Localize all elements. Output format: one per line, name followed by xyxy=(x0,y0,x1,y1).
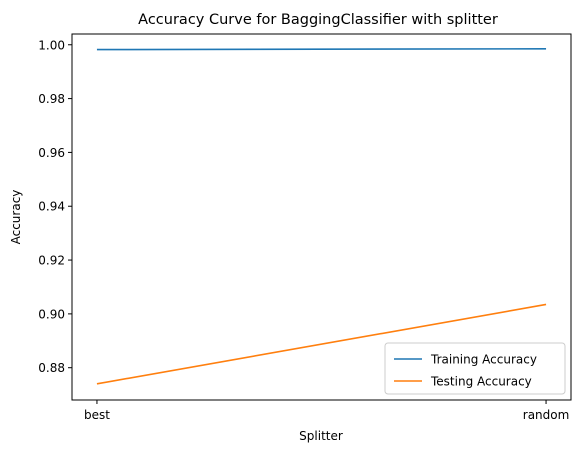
y-tick-label: 0.92 xyxy=(38,254,65,268)
y-axis-ticks: 0.88 0.90 0.92 0.94 0.96 0.98 1.00 xyxy=(38,38,72,375)
plot-area xyxy=(72,34,571,400)
y-tick-label: 0.94 xyxy=(38,200,65,214)
series-line-testing-accuracy xyxy=(96,303,547,385)
legend-label-training: Training Accuracy xyxy=(430,353,537,367)
x-axis-ticks: best random xyxy=(84,400,569,422)
chart-title: Accuracy Curve for BaggingClassifier wit… xyxy=(138,12,498,28)
legend: Training Accuracy Testing Accuracy xyxy=(384,342,566,395)
y-tick-label: 0.90 xyxy=(38,307,65,321)
series-line-training-accuracy xyxy=(96,48,547,51)
x-tick-label: random xyxy=(523,408,570,422)
y-tick-label: 1.00 xyxy=(38,38,65,52)
y-tick-label: 0.98 xyxy=(38,92,65,106)
series-lines xyxy=(96,48,547,385)
x-axis-label: Splitter xyxy=(299,429,343,443)
plot-frame xyxy=(71,33,572,401)
y-tick-label: 0.88 xyxy=(38,361,65,375)
legend-label-testing: Testing Accuracy xyxy=(430,375,532,389)
y-axis-label: Accuracy xyxy=(9,190,23,245)
x-tick-label: best xyxy=(84,408,110,422)
legend-box xyxy=(384,342,566,395)
y-tick-label: 0.96 xyxy=(38,146,65,160)
